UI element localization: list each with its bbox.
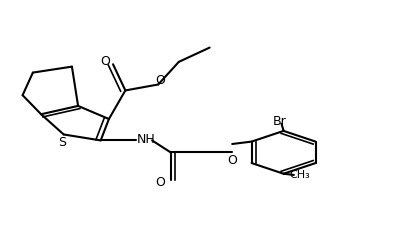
- Text: O: O: [155, 176, 165, 188]
- Text: S: S: [58, 136, 66, 149]
- Text: O: O: [155, 74, 165, 87]
- Text: O: O: [100, 55, 110, 68]
- Text: Br: Br: [272, 115, 286, 128]
- Text: CH₃: CH₃: [290, 170, 310, 180]
- Text: O: O: [227, 154, 237, 167]
- Text: NH: NH: [136, 133, 155, 146]
